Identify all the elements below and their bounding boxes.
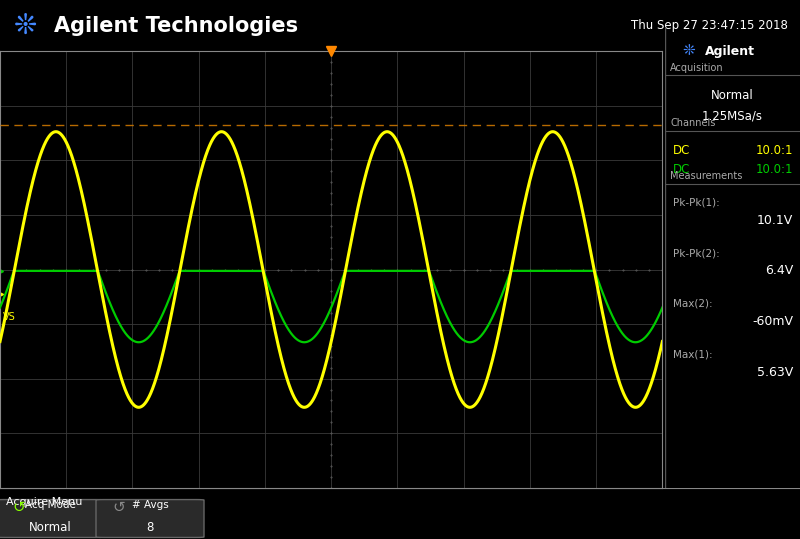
Text: 1.25MSa/s: 1.25MSa/s [702,110,763,123]
Text: Normal: Normal [29,521,72,534]
Text: 5.63V: 5.63V [757,365,794,379]
Text: Channels: Channels [670,119,715,128]
FancyBboxPatch shape [0,500,104,537]
Text: 10.0:1: 10.0:1 [756,144,794,157]
Text: DC: DC [673,163,690,176]
Text: 1: 1 [599,58,606,68]
Text: Max(1):: Max(1): [673,349,713,360]
Text: Agilent Technologies: Agilent Technologies [54,16,298,36]
Text: Measurements: Measurements [670,171,742,181]
Text: 2.40V/: 2.40V/ [91,58,128,68]
Text: 10.0:1: 10.0:1 [756,163,794,176]
Text: Thu Sep 27 23:47:15 2018: Thu Sep 27 23:47:15 2018 [631,19,788,32]
Text: ↺: ↺ [112,500,125,515]
Text: Acq Mode: Acq Mode [25,500,76,510]
Text: 0.0s: 0.0s [319,58,343,68]
Text: 10.1V: 10.1V [757,213,794,226]
Text: ❊: ❊ [682,43,695,58]
Text: ↺: ↺ [12,500,25,515]
Text: VS: VS [3,312,16,322]
Text: 2.00V/: 2.00V/ [17,58,53,68]
Text: Agilent: Agilent [706,45,755,58]
Text: Pk-Pk(2):: Pk-Pk(2): [673,248,720,258]
Text: # Avgs: # Avgs [132,500,169,510]
Text: 1: 1 [6,58,12,68]
Text: 425%: 425% [620,58,652,68]
Text: DC: DC [673,144,690,157]
Text: Auto: Auto [510,58,536,68]
Text: 8: 8 [146,521,154,534]
Text: ❊: ❊ [14,12,38,39]
Text: 2: 2 [79,58,86,68]
Text: Acquisition: Acquisition [670,63,724,73]
Text: Max(2):: Max(2): [673,299,713,309]
Text: Pk-Pk(1):: Pk-Pk(1): [673,197,720,208]
Text: -60mV: -60mV [752,315,794,328]
FancyBboxPatch shape [96,500,204,537]
Text: 6.4V: 6.4V [765,264,794,277]
Text: Acquire Menu: Acquire Menu [6,497,82,507]
Text: 2.000μs/: 2.000μs/ [400,58,448,68]
Text: Normal: Normal [711,89,754,102]
Text: ↑: ↑ [578,57,588,70]
